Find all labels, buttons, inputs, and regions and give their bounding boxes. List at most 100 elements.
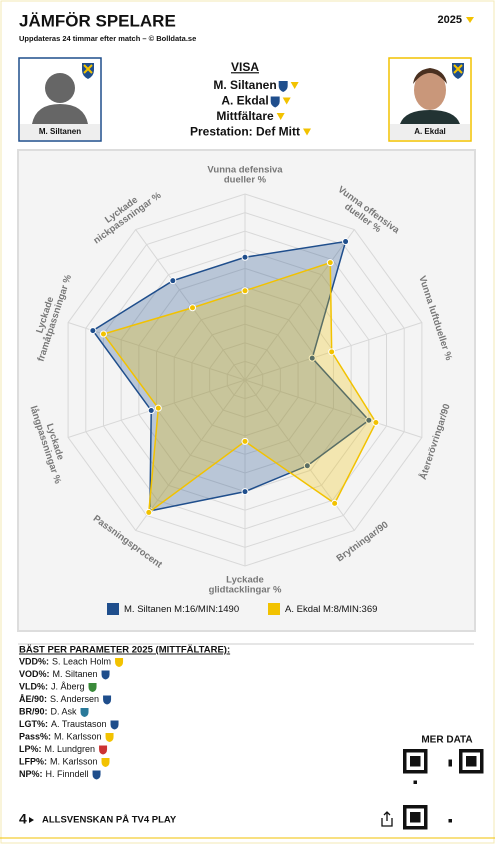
filter-item[interactable]: Mittfältare — [216, 109, 274, 123]
club-badge — [110, 720, 119, 730]
qr-cell — [448, 759, 452, 763]
axis-line — [244, 379, 423, 438]
best-key: LFP%: — [19, 756, 47, 766]
data-point — [342, 238, 350, 246]
club-badge — [101, 758, 110, 767]
club-badge — [101, 670, 110, 680]
legend-swatch — [107, 603, 119, 615]
data-point — [365, 416, 373, 424]
best-player: D. Ask — [51, 706, 78, 716]
best-key: VDD%: — [19, 656, 49, 666]
dropdown-arrow — [290, 82, 299, 89]
season-arrow — [466, 17, 474, 23]
data-point — [169, 277, 177, 285]
axis-label: Vunna defensiva — [207, 165, 283, 176]
qr-finder — [410, 812, 421, 823]
data-point — [326, 259, 334, 267]
best-key: NP%: — [19, 769, 43, 779]
club-badge — [92, 770, 101, 780]
best-key: BR/90: — [19, 706, 48, 716]
best-player: M. Karlsson — [50, 756, 98, 766]
dropdown-arrow — [303, 128, 312, 136]
logo: 4 — [19, 811, 27, 827]
qr-finder — [403, 749, 428, 774]
data-point — [154, 404, 162, 412]
best-player: H. Finndell — [46, 769, 89, 779]
data-point — [241, 437, 249, 445]
share-icon[interactable] — [381, 811, 393, 827]
club-badge — [270, 96, 280, 108]
best-player: M. Lundgren — [45, 744, 96, 754]
data-point — [372, 419, 380, 427]
data-point — [89, 327, 97, 335]
legend-label: M. Siltanen M:16/MIN:1490 — [124, 604, 239, 615]
best-key: VOD%: — [19, 669, 50, 679]
qr-code[interactable] — [401, 747, 485, 831]
filter-item[interactable]: Prestation: Def Mitt — [190, 125, 300, 139]
data-point — [99, 330, 107, 338]
season[interactable]: 2025 — [438, 14, 462, 26]
best-player: M. Karlsson — [54, 731, 102, 741]
qr-title: MER DATA — [421, 735, 472, 746]
data-point — [241, 488, 249, 496]
axis-line — [135, 379, 246, 531]
axis-label: dueller % — [224, 175, 267, 186]
best-player: M. Siltanen — [53, 669, 98, 679]
legend-swatch — [268, 603, 280, 615]
dropdown-arrow — [282, 97, 291, 105]
logo-arrow — [29, 817, 34, 823]
data-point — [147, 406, 155, 414]
best-key: ÅE/90: — [19, 694, 47, 704]
best-player: J. Åberg — [51, 681, 85, 691]
title: JÄMFÖR SPELARE — [19, 11, 176, 30]
club-badge — [103, 695, 112, 705]
club-badge — [99, 745, 108, 755]
dropdown-arrow — [276, 113, 285, 120]
tv-link[interactable]: ALLSVENSKAN PÅ TV4 PLAY — [42, 815, 177, 826]
data-point — [331, 499, 339, 507]
best-player: S. Leach Holm — [52, 656, 111, 666]
qr-cell — [448, 763, 452, 767]
axis-label: Lyckade — [226, 575, 264, 586]
data-point — [328, 348, 336, 356]
qr-finder — [459, 749, 484, 774]
best-player: A. Traustason — [51, 719, 107, 729]
qr-finder — [403, 805, 428, 830]
club-badge — [115, 658, 124, 667]
club-badge — [80, 708, 89, 717]
club-badge — [278, 81, 288, 92]
data-point — [145, 508, 153, 516]
data-point — [303, 462, 311, 470]
data-point — [241, 287, 249, 295]
subtitle: Uppdateras 24 timmar efter match – © Bol… — [19, 34, 196, 43]
player-card — [388, 57, 472, 142]
best-key: VLD%: — [19, 681, 48, 691]
legend-label: A. Ekdal M:8/MIN:369 — [285, 604, 377, 615]
qr-cell — [413, 780, 417, 784]
player-card — [18, 57, 102, 142]
qr-finder — [410, 756, 421, 767]
qr-finder — [466, 756, 477, 767]
best-player: S. Andersen — [50, 694, 99, 704]
data-point — [241, 253, 249, 261]
axis-line — [135, 229, 246, 381]
filter-item[interactable]: A. Ekdal — [221, 94, 268, 108]
player-name: A. Ekdal — [414, 127, 446, 136]
qr-cell — [448, 819, 452, 823]
best-heading: BÄST PER PARAMETER 2025 (MITTFÄLTARE): — [19, 645, 230, 656]
axis-line — [244, 229, 355, 381]
best-key: LP%: — [19, 744, 42, 754]
data-point — [308, 354, 316, 362]
axis-line — [67, 322, 246, 381]
filter-heading: VISA — [231, 60, 259, 74]
club-badge — [88, 683, 97, 692]
club-badge — [105, 733, 114, 742]
best-key: Pass%: — [19, 731, 51, 741]
chart-panel — [17, 149, 476, 632]
axis-label: glidtacklingar % — [209, 585, 282, 596]
data-point — [189, 304, 197, 312]
filter-item[interactable]: M. Siltanen — [213, 78, 276, 92]
player-name: M. Siltanen — [39, 127, 81, 136]
best-key: LGT%: — [19, 719, 48, 729]
